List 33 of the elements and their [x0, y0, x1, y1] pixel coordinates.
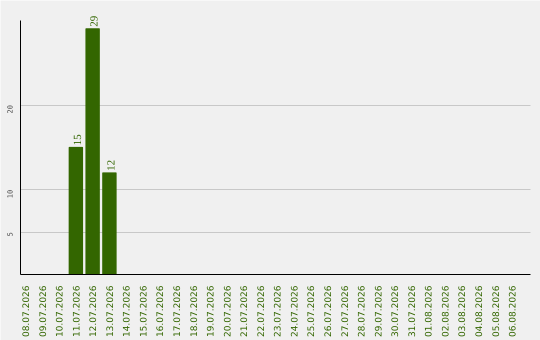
data-label: 12	[105, 160, 118, 171]
x-tick-label: 18.07.2026	[190, 285, 200, 338]
x-tick-label: 01.08.2026	[424, 285, 435, 338]
data-label: 15	[72, 134, 84, 146]
x-tick-label: 25.07.2026	[307, 285, 318, 338]
x-tick-label: 04.08.2026	[474, 285, 485, 338]
x-tick-label: 26.07.2026	[324, 285, 334, 338]
x-tick-label: 08.07.2026	[22, 285, 32, 338]
x-tick-label: 21.07.2026	[240, 285, 250, 338]
x-tick-label: 10.07.2026	[56, 285, 66, 338]
x-tick-label: 03.08.2026	[458, 285, 468, 338]
x-tick-label: 23.07.2026	[274, 285, 284, 338]
x-tick-label: 28.07.2026	[358, 285, 368, 338]
x-tick-label: 31.07.2026	[408, 285, 418, 338]
x-tick-label: 06.08.2026	[508, 285, 519, 338]
x-tick-label: 22.07.2026	[256, 285, 267, 338]
x-tick-label: 12.07.2026	[89, 285, 100, 338]
x-tick-label: 13.07.2026	[106, 285, 116, 338]
data-label: 29	[88, 15, 101, 27]
x-tick-label: 20.07.2026	[223, 285, 234, 338]
x-tick-label: 27.07.2026	[340, 285, 351, 338]
x-tick-label: 17.07.2026	[173, 285, 184, 338]
x-tick-label: 16.07.2026	[156, 285, 166, 338]
x-tick-label: 30.07.2026	[391, 285, 402, 338]
x-tick-label: 19.07.2026	[206, 285, 217, 338]
x-tick-label: 11.07.2026	[72, 285, 82, 338]
x-tick-label: 14.07.2026	[122, 285, 133, 338]
x-tick-label: 29.07.2026	[374, 285, 384, 338]
x-tick-label: 09.07.2026	[38, 285, 49, 338]
x-tick-label: 02.08.2026	[441, 285, 452, 338]
x-tick-label: 05.08.2026	[492, 285, 502, 338]
x-tick-label: 15.07.2026	[139, 285, 150, 338]
x-tick-label: 24.07.2026	[290, 285, 300, 338]
